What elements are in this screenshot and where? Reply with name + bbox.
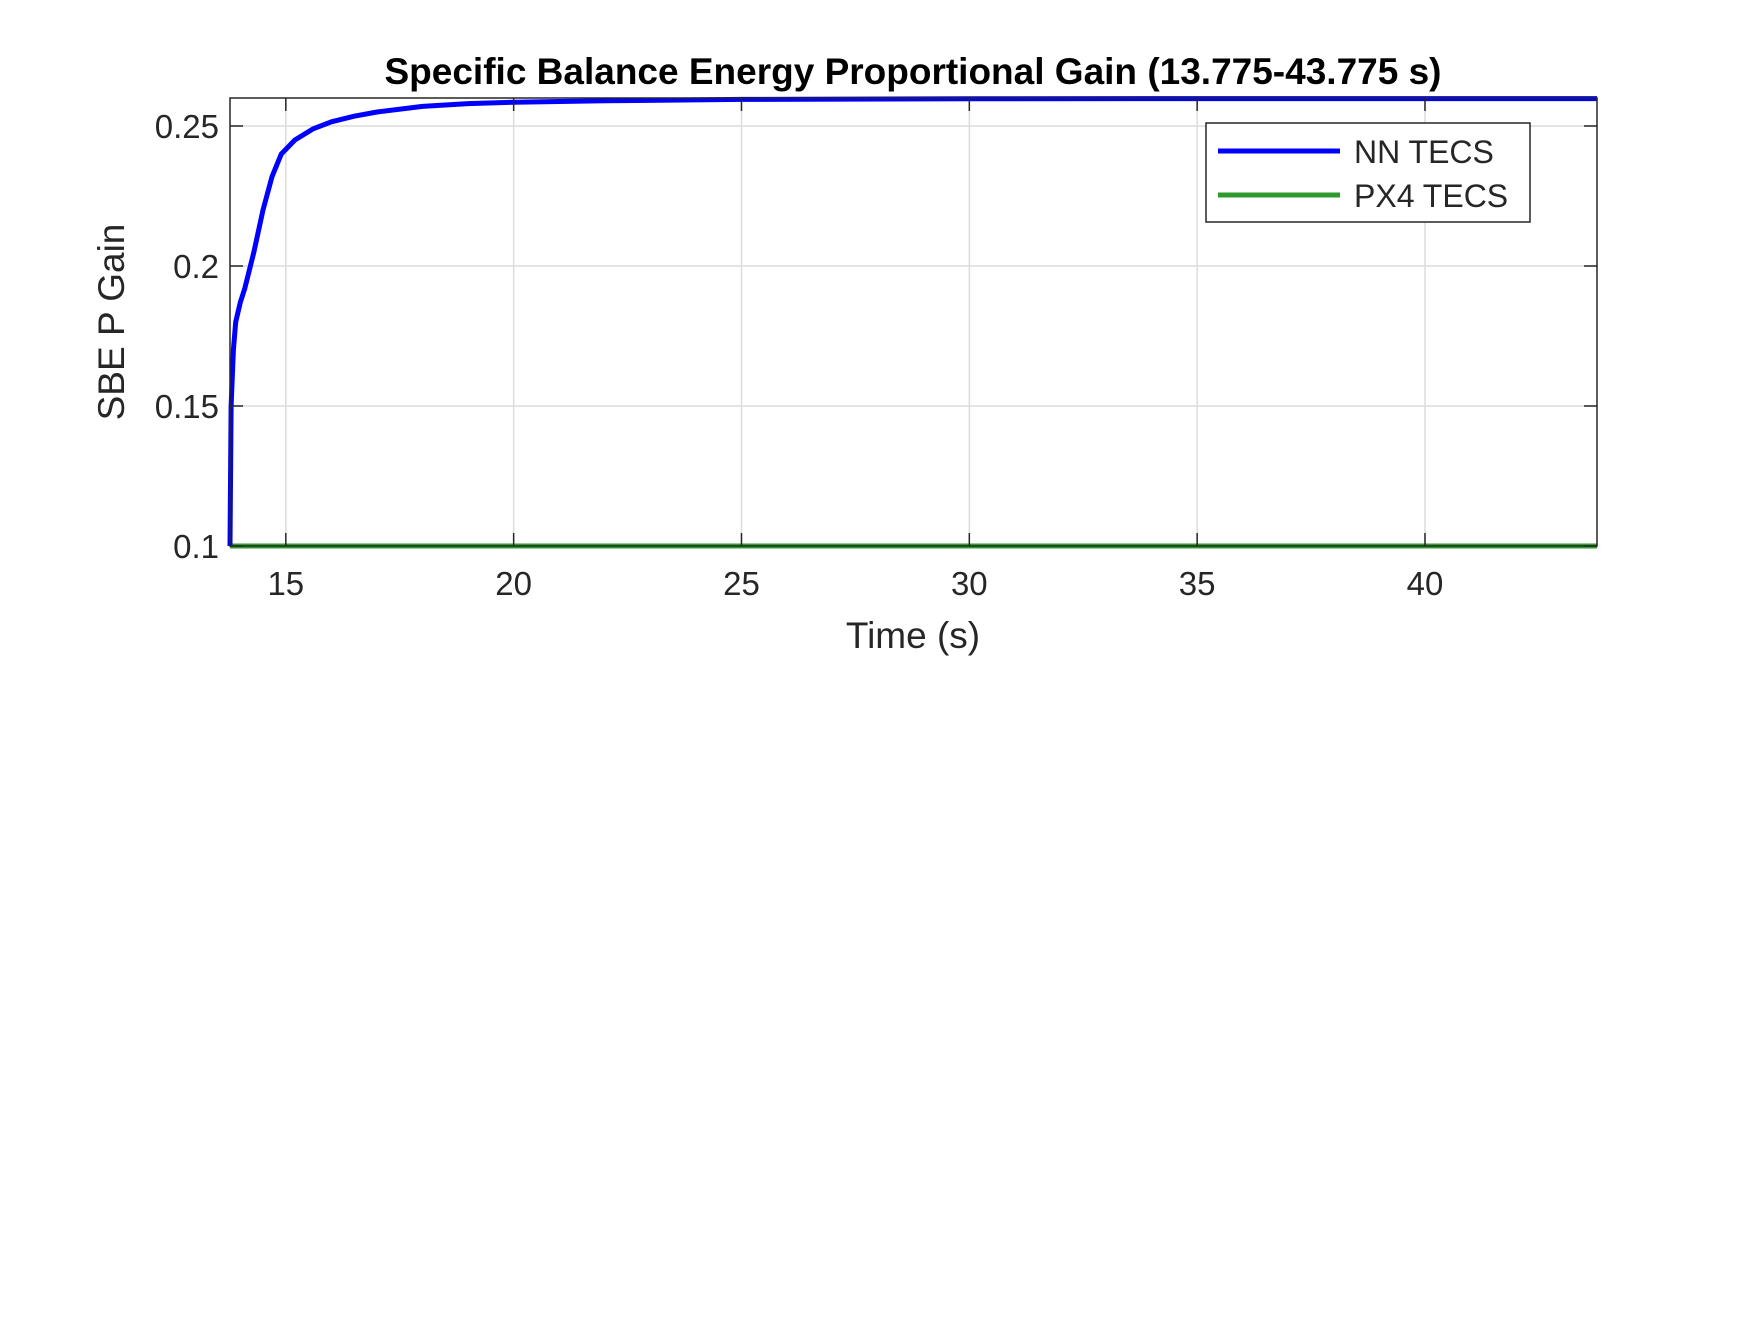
y-tick-label: 0.1 — [173, 528, 219, 565]
legend-label-px4-tecs: PX4 TECS — [1354, 178, 1508, 214]
x-axis-label: Time (s) — [846, 615, 980, 656]
x-tick-label: 15 — [267, 565, 304, 602]
x-tick-label: 35 — [1179, 565, 1216, 602]
y-axis-label: SBE P Gain — [91, 224, 132, 421]
y-tick-label: 0.25 — [155, 108, 219, 145]
chart-title: Specific Balance Energy Proportional Gai… — [385, 51, 1442, 92]
legend: NN TECS PX4 TECS — [1205, 122, 1531, 223]
x-tick-label: 25 — [723, 565, 760, 602]
plot-frame — [229, 97, 1598, 547]
x-tick-label: 40 — [1407, 565, 1444, 602]
series-line-nn-tecs — [227, 96, 1597, 547]
legend-box — [1205, 122, 1531, 223]
x-tick-label: 30 — [951, 565, 988, 602]
ticks: 15 20 25 30 35 40 0.1 0.15 0.2 0.25 — [155, 98, 1597, 602]
x-tick-label: 20 — [495, 565, 532, 602]
y-tick-label: 0.15 — [155, 388, 219, 425]
legend-label-nn-tecs: NN TECS — [1354, 134, 1494, 170]
y-tick-label: 0.2 — [173, 248, 219, 285]
